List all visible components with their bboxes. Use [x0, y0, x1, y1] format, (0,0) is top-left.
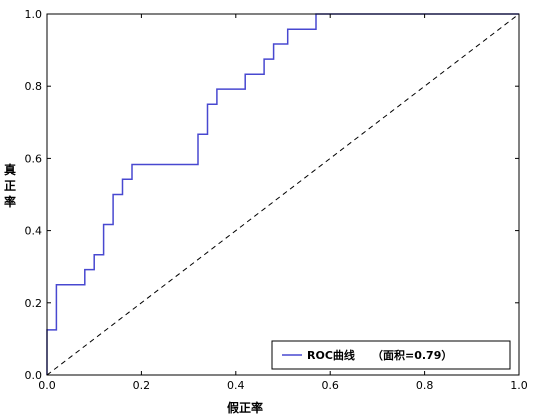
y-tick-label: 0.8	[25, 80, 43, 93]
plot-area	[46, 13, 520, 376]
y-tick-label: 1.0	[25, 8, 43, 21]
y-tick-label: 0.4	[25, 225, 43, 238]
y-axis-label: 真正率	[4, 162, 16, 209]
legend-area-text: （面积=0.79）	[372, 348, 452, 362]
x-tick-label: 0.0	[38, 379, 56, 392]
series-line-roc	[46, 13, 519, 375]
legend-label-roc: ROC曲线	[307, 348, 355, 362]
legend-box	[271, 340, 511, 370]
plot-frame	[46, 13, 520, 376]
x-tick-label: 0.8	[416, 379, 434, 392]
x-tick-label: 0.4	[227, 379, 245, 392]
y-axis-label-char: 率	[4, 194, 16, 209]
axis-ticks: 0.0 0.2 0.4 0.6 0.8 1.0 0.0 0.2 0.4 0.6 0.8 1.0	[25, 8, 528, 392]
x-tick-label: 0.6	[321, 379, 339, 392]
x-tick-label: 0.2	[133, 379, 151, 392]
legend: ROC曲线 （面积=0.79）	[271, 340, 511, 370]
x-tick-label: 1.0	[510, 379, 528, 392]
x-axis-label: 假正率	[227, 400, 263, 415]
y-tick-label: 0.6	[25, 152, 43, 165]
diagonal-reference-line	[46, 13, 520, 376]
y-tick-label: 0.0	[25, 369, 43, 382]
y-tick-label: 0.2	[25, 297, 43, 310]
y-axis-label-char: 真	[4, 162, 16, 177]
y-axis-label-char: 正	[4, 179, 16, 193]
